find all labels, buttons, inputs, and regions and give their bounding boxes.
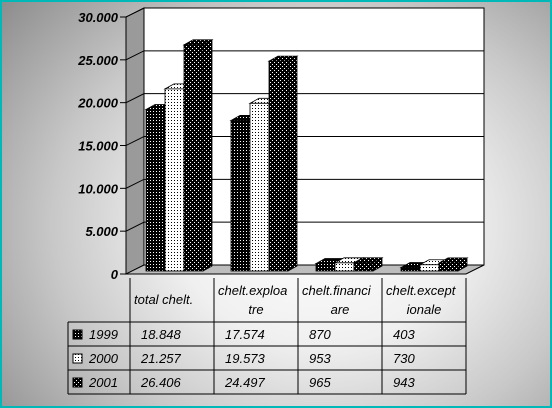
category-label-1: total chelt. bbox=[134, 292, 193, 307]
gridlines bbox=[125, 7, 484, 232]
bar-front bbox=[334, 262, 355, 272]
bar-2001-2 bbox=[267, 55, 299, 272]
legend-label-1999: 1999 bbox=[89, 327, 118, 342]
bar-front bbox=[268, 60, 289, 272]
y-tick-label: 25.000 bbox=[77, 53, 119, 68]
y-tick-label: 5.000 bbox=[85, 224, 118, 239]
gridline bbox=[125, 221, 484, 232]
gridline bbox=[125, 178, 484, 189]
legend-swatch-2000 bbox=[72, 353, 83, 364]
data-label-2000-4: 730 bbox=[393, 351, 415, 366]
y-tick-label: 0 bbox=[111, 267, 119, 282]
bar-2001-1 bbox=[182, 39, 214, 272]
y-axis-ticks: 0 5.000 10.000 15.000 20.000 25.000 30.000 bbox=[77, 10, 127, 282]
bar-front bbox=[183, 44, 204, 272]
gridline bbox=[125, 136, 484, 146]
data-label-2001-1: 26.406 bbox=[140, 375, 182, 390]
category-label-3: chelt.financi are bbox=[302, 283, 372, 317]
gridline bbox=[125, 93, 484, 104]
bar-front bbox=[315, 263, 336, 272]
data-label-1999-2: 17.574 bbox=[225, 327, 265, 342]
bar-front bbox=[145, 109, 166, 272]
bar-side bbox=[202, 39, 213, 272]
bar-front bbox=[230, 120, 251, 272]
y-tick-label: 15.000 bbox=[78, 139, 119, 154]
floor bbox=[125, 264, 485, 275]
bar-front bbox=[353, 262, 374, 272]
legend-swatch-1999 bbox=[72, 329, 83, 340]
data-table: total chelt. chelt.exploa tre chelt.financi… bbox=[67, 278, 467, 395]
bar-front bbox=[249, 102, 270, 272]
bars bbox=[144, 39, 469, 272]
category-label-2: chelt.exploa tre bbox=[218, 283, 287, 317]
data-label-1999-4: 403 bbox=[393, 327, 415, 342]
bar-front bbox=[400, 267, 421, 272]
bar-2001-3 bbox=[352, 257, 384, 272]
legend-label-2001: 2001 bbox=[88, 375, 118, 390]
data-label-2001-3: 965 bbox=[309, 375, 331, 390]
data-label-2000-3: 953 bbox=[309, 351, 331, 366]
bar-front bbox=[164, 88, 185, 272]
legend-swatch-2001 bbox=[72, 377, 83, 388]
gridline bbox=[125, 7, 484, 18]
bar-side bbox=[287, 55, 298, 272]
data-label-2001-2: 24.497 bbox=[224, 375, 266, 390]
data-label-2001-4: 943 bbox=[393, 375, 415, 390]
category-label-4: chelt.except ionale bbox=[386, 283, 457, 317]
bar-2001-4 bbox=[437, 257, 469, 272]
legend-label-2000: 2000 bbox=[88, 351, 119, 366]
data-label-1999-1: 18.848 bbox=[141, 327, 182, 342]
bar-front bbox=[438, 262, 459, 272]
y-tick-label: 30.000 bbox=[78, 10, 119, 25]
data-label-2000-1: 21.257 bbox=[140, 351, 182, 366]
y-tick-label: 10.000 bbox=[78, 181, 119, 196]
data-label-1999-3: 870 bbox=[309, 327, 331, 342]
gridline bbox=[125, 50, 484, 61]
bar-front bbox=[419, 264, 440, 272]
y-tick-label: 20.000 bbox=[77, 96, 119, 111]
data-label-2000-2: 19.573 bbox=[225, 351, 266, 366]
